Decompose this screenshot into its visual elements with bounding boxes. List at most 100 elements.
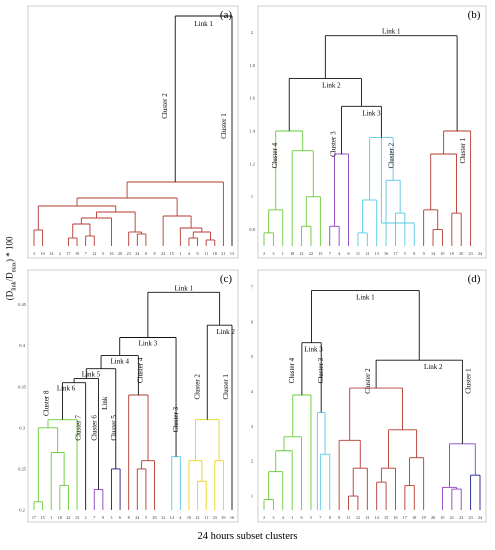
leaf-label: 24 <box>135 515 140 520</box>
leaf-label: 9 <box>102 515 104 520</box>
leaf-label: 5 <box>404 251 406 256</box>
y-tick-label: 7 <box>251 284 254 289</box>
leaf-label: 17 <box>66 251 70 256</box>
leaf-label: 6 <box>301 515 303 520</box>
leaf-label: 4 <box>338 251 341 256</box>
panel-letter: (d) <box>468 273 481 285</box>
cluster-label: Cluster 1 <box>464 368 472 394</box>
cluster-label: Cluster 2 <box>387 142 395 168</box>
leaf-label: 1 <box>291 515 293 520</box>
leaf-label: 18 <box>58 515 62 520</box>
cluster-label: Cluster 4 <box>288 357 296 383</box>
y-tick-label: 0.4 <box>19 343 25 348</box>
leaf-label: 1 <box>179 251 181 256</box>
leaf-label: 14 <box>170 515 175 520</box>
link-label: Link 3 <box>304 346 323 354</box>
link-label: Link 1 <box>194 20 213 28</box>
cluster-label: Cluster 1 <box>222 374 230 400</box>
leaf-label: 21 <box>450 515 454 520</box>
cluster-label: Cluster 8 <box>43 390 51 416</box>
leaf-label: 10 <box>440 251 444 256</box>
leaf-label: 15 <box>384 515 388 520</box>
leaf-label: 9 <box>423 251 425 256</box>
leaf-label: 11 <box>356 251 360 256</box>
cluster-label: Cluster 2 <box>364 368 372 394</box>
leaf-label: 23 <box>469 515 473 520</box>
leaf-label: 24 <box>135 251 140 256</box>
cluster-label: Cluster 2 <box>193 374 201 400</box>
leaf-label: 1 <box>50 515 52 520</box>
leaf-label: 22 <box>66 515 70 520</box>
leaf-label: 2 <box>263 251 265 256</box>
panel-frame <box>27 5 239 259</box>
panel-frame <box>257 269 487 523</box>
panel-frame <box>257 5 487 259</box>
cluster-label: Cluster 1 <box>459 137 467 163</box>
y-tick-label: 3 <box>251 424 254 429</box>
leaf-label: 1 <box>282 251 284 256</box>
leaf-label: 21 <box>299 251 303 256</box>
leaf-label: 16 <box>384 251 388 256</box>
figure-caption: 24 hours subset clusters <box>197 531 298 542</box>
leaf-label: 3 <box>33 251 35 256</box>
leaf-label: 12 <box>356 515 360 520</box>
leaf-label: 19 <box>221 515 225 520</box>
leaf-label: 12 <box>161 515 165 520</box>
leaf-label: 20 <box>431 515 435 520</box>
leaf-label: 2 <box>85 515 87 520</box>
leaf-label: 10 <box>41 251 45 256</box>
y-tick-label: 2 <box>251 30 253 35</box>
leaf-label: 23 <box>469 251 473 256</box>
y-tick-label: 1.6 <box>249 96 255 101</box>
y-tick-label: 6 <box>251 319 254 324</box>
leaf-label: 11 <box>346 515 350 520</box>
y-tick-label: 2 <box>251 459 253 464</box>
panel-frame <box>27 269 239 523</box>
cluster-label: Cluster 1 <box>220 113 228 139</box>
cluster-label: Cluster 3 <box>172 406 180 432</box>
leaf-label: 18 <box>412 515 416 520</box>
leaf-label: 20 <box>118 251 122 256</box>
y-tick-label: 1.8 <box>249 63 255 68</box>
dendrogram-figure: (a)3 10 14 2 17 19 7 12 5 16 20 23 24 6 8 22 15 1 4 9 11 18 21… <box>18 5 487 523</box>
leaf-label: 16 <box>393 515 397 520</box>
leaf-label: 21 <box>221 251 225 256</box>
cluster-label: Link <box>101 396 109 410</box>
cluster-label: Cluster 2 <box>161 93 169 119</box>
leaf-label: 22 <box>161 251 165 256</box>
leaf-label: 8 <box>329 515 331 520</box>
leaf-label: 15 <box>41 515 45 520</box>
cluster-label: Cluster 3 <box>317 357 325 383</box>
leaf-label: 4 <box>282 515 285 520</box>
leaf-label: 12 <box>92 251 96 256</box>
link-label: Link 4 <box>110 358 129 366</box>
leaf-label: 3 <box>110 515 112 520</box>
link-label: Link 5 <box>82 371 101 379</box>
y-tick-label: 5 <box>251 354 254 359</box>
leaf-label: 16 <box>109 251 113 256</box>
y-tick-label: 1.2 <box>249 161 255 166</box>
link-label: Link 2 <box>216 328 235 336</box>
leaf-label: 7 <box>85 251 87 256</box>
leaf-label: 15 <box>318 251 322 256</box>
leaf-label: 5 <box>310 515 312 520</box>
panel-letter: (a) <box>220 9 233 21</box>
leaf-label: 24 <box>478 515 483 520</box>
leaf-label: 14 <box>49 251 54 256</box>
leaf-label: 18 <box>290 251 294 256</box>
leaf-label: 5 <box>145 515 147 520</box>
leaf-label: 19 <box>450 251 454 256</box>
leaf-label: 4 <box>179 515 182 520</box>
panel-letter: (b) <box>468 9 481 21</box>
leaf-label: 13 <box>375 251 379 256</box>
leaf-label: 24 <box>478 251 483 256</box>
leaf-label: 13 <box>365 515 369 520</box>
y-tick-label: 1 <box>251 494 253 499</box>
leaf-label: 2 <box>263 515 265 520</box>
cluster-label: Cluster 5 <box>110 415 118 441</box>
panel-letter: (c) <box>220 273 233 285</box>
cluster-label: Cluster 6 <box>91 415 99 441</box>
leaf-label: 10 <box>440 515 444 520</box>
y-tick-label: 4 <box>251 389 254 394</box>
link-label: Link 2 <box>322 81 341 89</box>
